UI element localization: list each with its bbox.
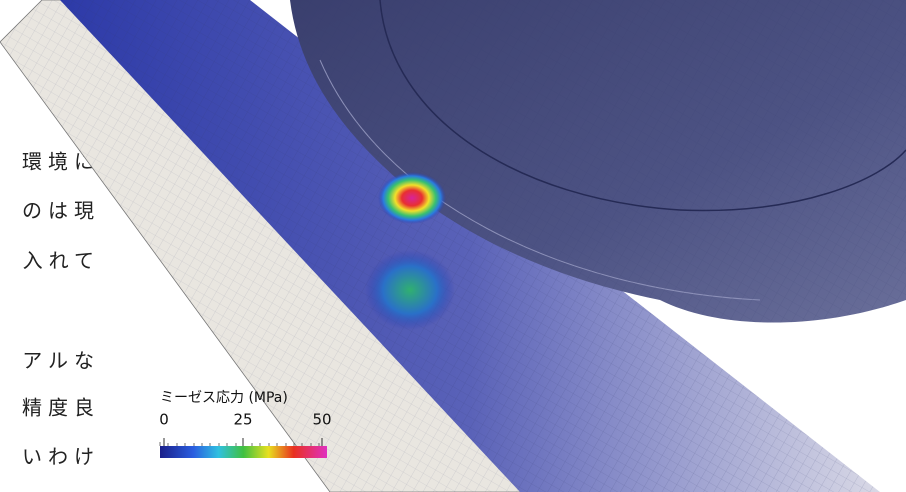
- colorbar-tick-label: 50: [312, 411, 331, 429]
- colorbar-tick-label: 25: [233, 411, 252, 429]
- text-fragment: のは現: [22, 199, 100, 223]
- text-fragment: いわけ: [22, 445, 100, 469]
- scene: 環境に のは現 入れて アルな 精度良 いわけ ミーゼス応力 (MPa) 0 25…: [0, 0, 906, 492]
- colorbar-gradient: [160, 446, 327, 458]
- colorbar-title: ミーゼス応力 (MPa): [160, 390, 288, 406]
- text-fragment: アルな: [22, 349, 100, 373]
- page: 環境に のは現 入れて アルな 精度良 いわけ ミーゼス応力 (MPa) 0 25…: [0, 0, 906, 492]
- text-fragment: 入れて: [23, 249, 100, 273]
- text-fragments: 環境に のは現 入れて アルな 精度良 いわけ: [22, 150, 100, 469]
- text-fragment: 精度良: [22, 396, 100, 420]
- colorbar-tick-label: 0: [159, 411, 169, 429]
